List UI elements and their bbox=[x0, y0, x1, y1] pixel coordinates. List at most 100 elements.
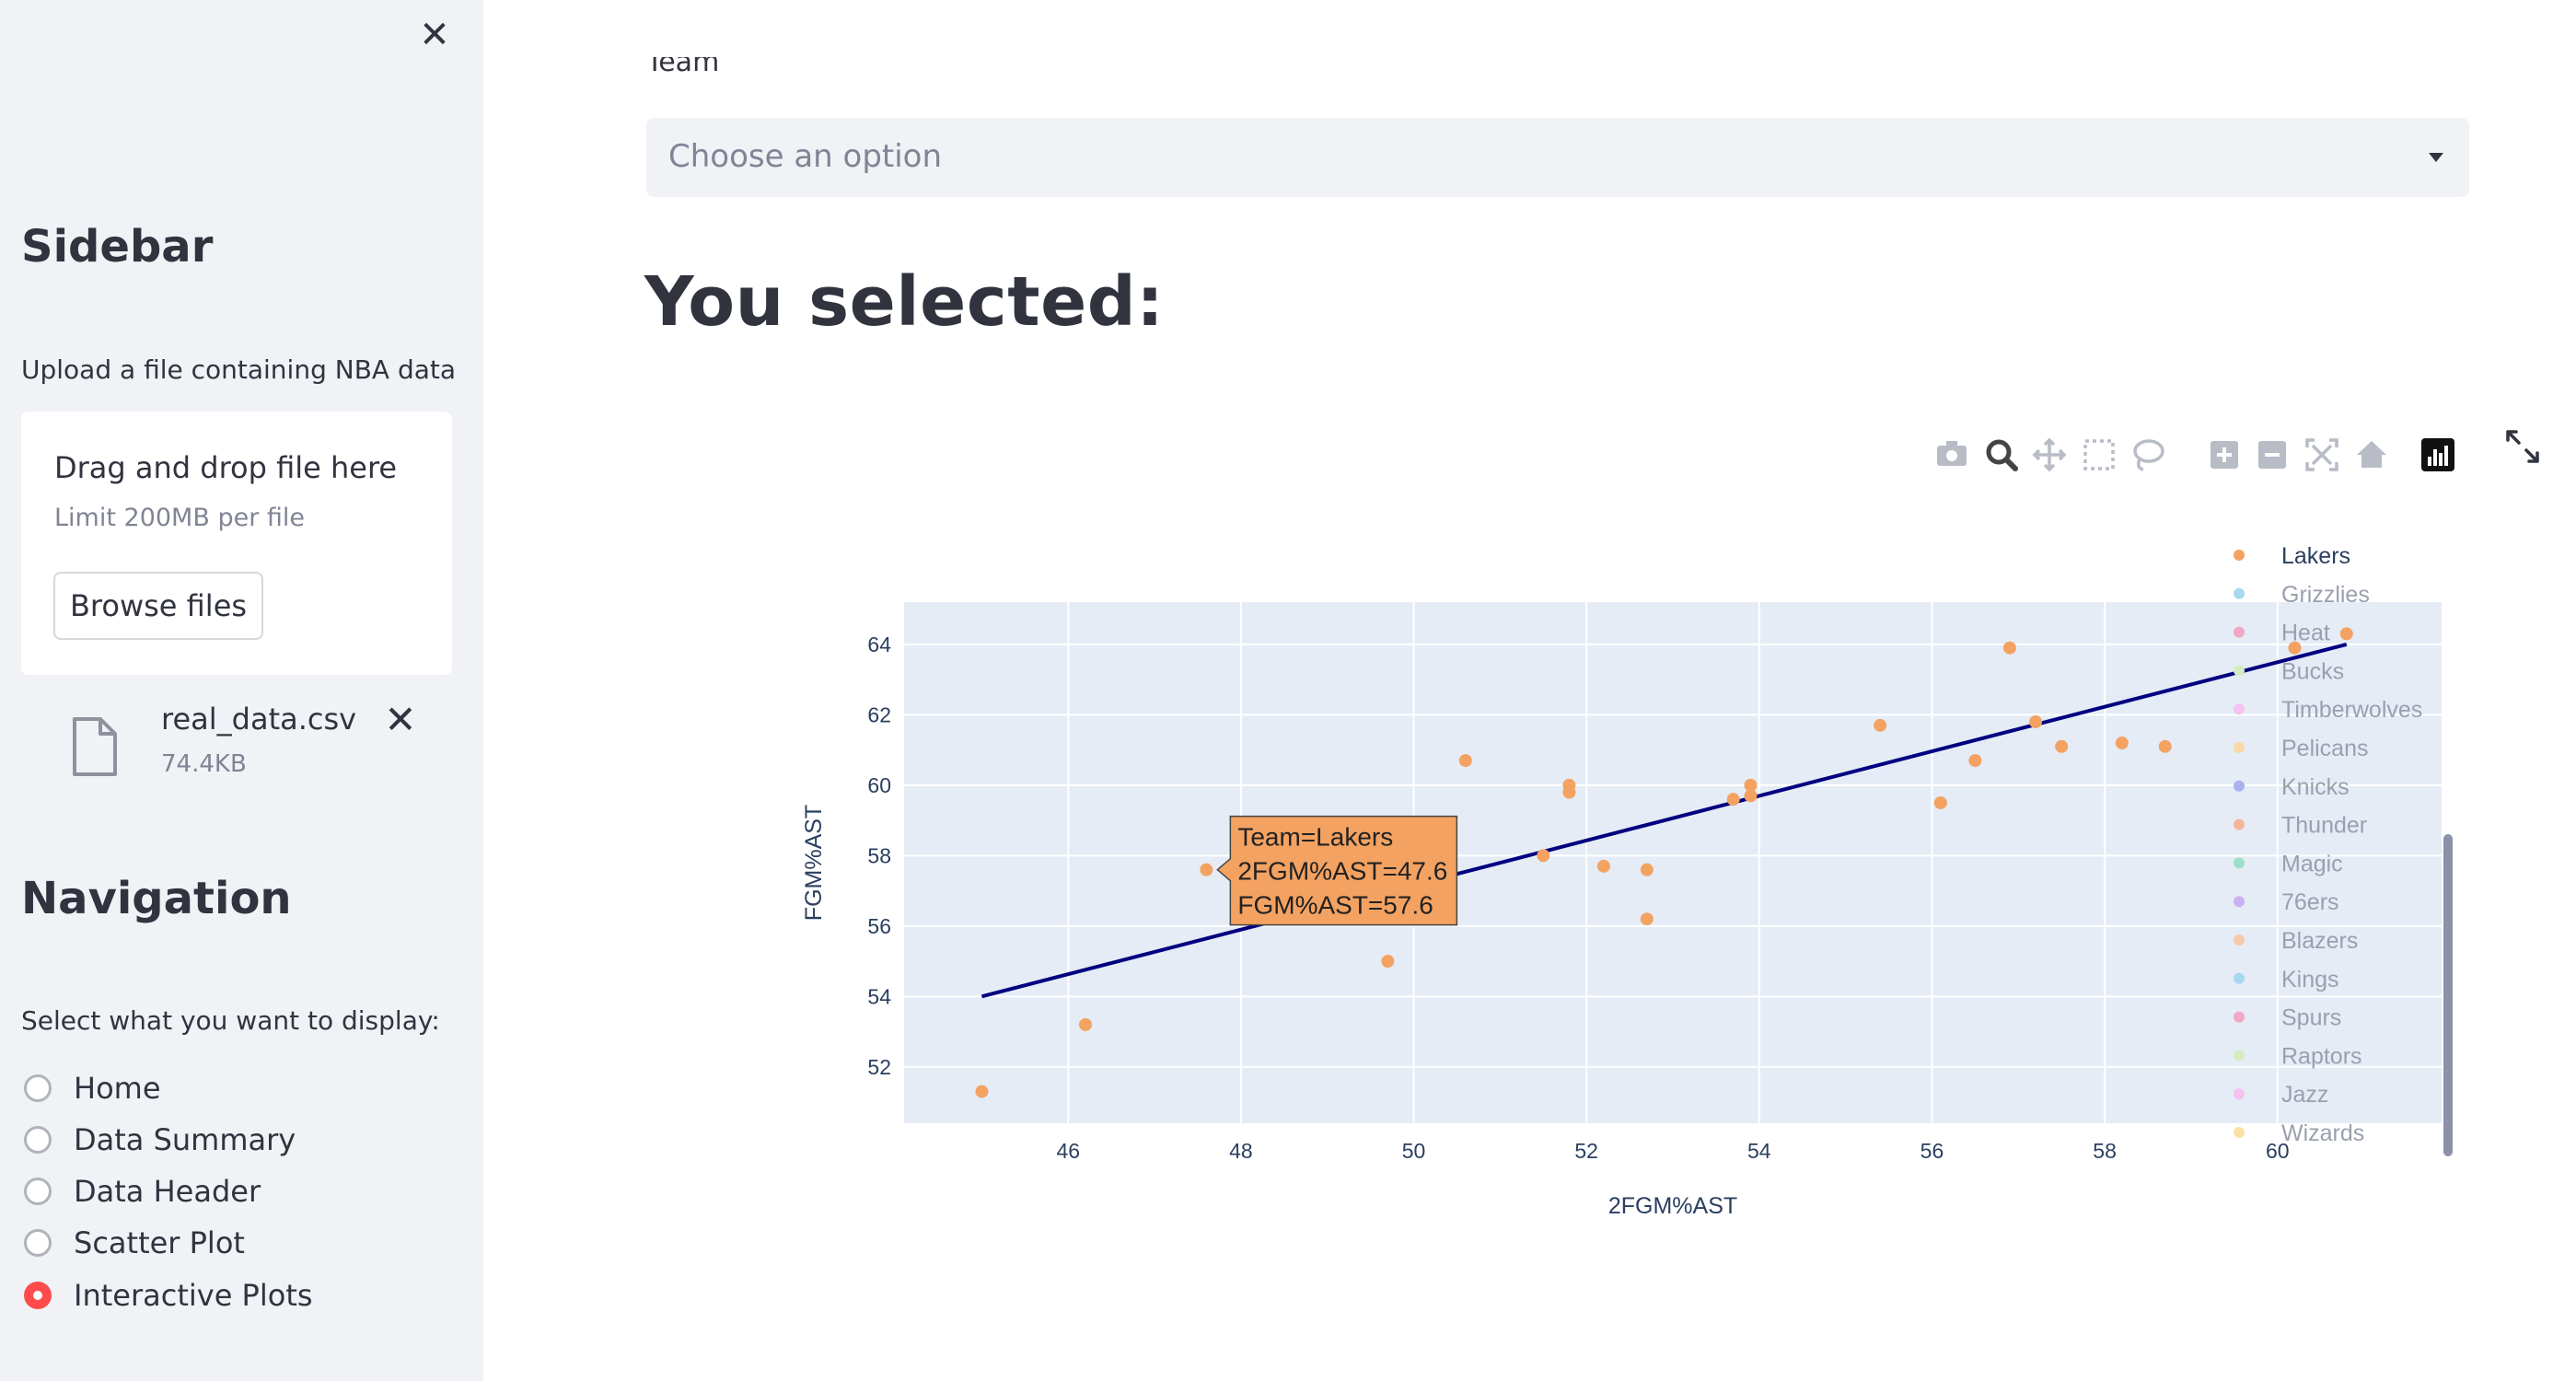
legend-marker bbox=[2234, 550, 2245, 561]
legend-marker bbox=[2234, 1011, 2245, 1023]
autoscale-icon[interactable] bbox=[2305, 438, 2338, 471]
legend-item[interactable]: Bucks bbox=[2281, 658, 2344, 684]
zoom-in-icon[interactable] bbox=[2210, 441, 2238, 469]
data-point[interactable] bbox=[1381, 955, 1395, 969]
legend-item[interactable]: Blazers bbox=[2281, 928, 2358, 954]
modebar bbox=[1937, 437, 2454, 472]
upload-label: Upload a file containing NBA data bbox=[21, 354, 457, 385]
legend-item[interactable]: 76ers bbox=[2281, 889, 2339, 915]
radio-button[interactable] bbox=[24, 1178, 52, 1205]
radio-interactive-plots[interactable]: Interactive Plots bbox=[24, 1273, 313, 1317]
browse-files-button[interactable]: Browse files bbox=[53, 572, 263, 640]
y-tick-label: 64 bbox=[867, 632, 891, 656]
data-point[interactable] bbox=[2002, 641, 2016, 655]
data-point[interactable] bbox=[1968, 754, 1982, 768]
data-point[interactable] bbox=[1537, 849, 1550, 863]
legend: Lakers Grizzlies Heat Bucks Timberwolves Peli… bbox=[2234, 543, 2422, 1146]
radio-label: Interactive Plots bbox=[74, 1278, 313, 1313]
data-point[interactable] bbox=[2339, 627, 2353, 641]
legend-item[interactable]: Jazz bbox=[2281, 1082, 2328, 1108]
legend-item[interactable]: Magic bbox=[2281, 851, 2343, 876]
radio-data-header[interactable]: Data Header bbox=[24, 1169, 261, 1213]
y-tick-labels: 52 54 56 58 60 62 64 bbox=[867, 632, 891, 1079]
gridlines bbox=[904, 602, 2442, 1123]
legend-item[interactable]: Spurs bbox=[2281, 1005, 2341, 1031]
data-point[interactable] bbox=[2288, 641, 2302, 655]
data-point[interactable] bbox=[1640, 863, 1654, 876]
x-tick-label: 60 bbox=[2266, 1139, 2290, 1163]
radio-button[interactable] bbox=[24, 1229, 52, 1257]
legend-item[interactable]: Kings bbox=[2281, 967, 2339, 992]
fullscreen-icon[interactable] bbox=[2502, 426, 2543, 467]
y-tick-label: 52 bbox=[867, 1055, 891, 1079]
legend-item[interactable]: Thunder bbox=[2281, 813, 2367, 839]
legend-item[interactable]: Raptors bbox=[2281, 1043, 2362, 1069]
radio-label: Data Summary bbox=[74, 1122, 296, 1157]
legend-marker bbox=[2234, 1088, 2245, 1100]
data-point[interactable] bbox=[1200, 863, 1213, 876]
legend-scrollbar[interactable] bbox=[2443, 834, 2453, 1156]
file-dropzone[interactable]: Drag and drop file here Limit 200MB per … bbox=[21, 412, 452, 675]
tooltip-line: Team=Lakers bbox=[1237, 823, 1393, 852]
x-tick-label: 48 bbox=[1229, 1139, 1253, 1163]
radio-home[interactable]: Home bbox=[24, 1066, 161, 1110]
legend-marker bbox=[2234, 780, 2245, 792]
team-select[interactable]: Choose an option bbox=[646, 118, 2469, 197]
zoom-out-icon[interactable] bbox=[2258, 441, 2286, 469]
close-sidebar-icon[interactable]: ✕ bbox=[419, 14, 450, 56]
dropzone-instructions: Drag and drop file here bbox=[54, 450, 398, 485]
lasso-select-icon[interactable] bbox=[2133, 439, 2164, 471]
remove-file-icon[interactable]: ✕ bbox=[384, 697, 417, 742]
legend-marker bbox=[2234, 896, 2245, 908]
data-point[interactable] bbox=[1874, 718, 1887, 732]
data-point[interactable] bbox=[2158, 739, 2172, 753]
legend-item[interactable]: Knicks bbox=[2281, 774, 2350, 800]
file-name: real_data.csv bbox=[161, 702, 357, 737]
pan-icon[interactable] bbox=[2032, 437, 2067, 472]
data-point[interactable] bbox=[1079, 1017, 1093, 1031]
select-placeholder: Choose an option bbox=[668, 138, 943, 175]
legend-marker bbox=[2234, 587, 2245, 599]
zoom-icon[interactable] bbox=[1986, 439, 2018, 471]
data-point[interactable] bbox=[1726, 793, 1740, 807]
data-point[interactable] bbox=[1562, 785, 1576, 799]
trendline bbox=[981, 642, 2348, 999]
radio-button[interactable] bbox=[24, 1126, 52, 1154]
data-point[interactable] bbox=[975, 1085, 989, 1098]
plotly-logo-icon[interactable] bbox=[2421, 438, 2454, 471]
data-point[interactable] bbox=[2055, 739, 2069, 753]
radio-data-summary[interactable]: Data Summary bbox=[24, 1118, 296, 1162]
radio-label: Home bbox=[74, 1071, 161, 1106]
data-point[interactable] bbox=[1640, 912, 1654, 926]
legend-item[interactable]: Timberwolves bbox=[2281, 697, 2422, 723]
data-point[interactable] bbox=[1744, 778, 1758, 792]
legend-marker bbox=[2234, 857, 2245, 869]
legend-item[interactable]: Pelicans bbox=[2281, 736, 2369, 761]
scatter-chart[interactable]: 46 48 50 52 54 56 58 60 52 54 56 58 60 62 64 Team=Lak… bbox=[681, 414, 2486, 1271]
dropzone-limit: Limit 200MB per file bbox=[54, 504, 306, 532]
radio-button[interactable] bbox=[24, 1074, 52, 1102]
legend-item[interactable]: Lakers bbox=[2281, 543, 2350, 569]
data-point[interactable] bbox=[1744, 789, 1758, 803]
x-tick-label: 58 bbox=[2093, 1139, 2117, 1163]
uploaded-file: real_data.csv 74.4KB ✕ bbox=[21, 690, 452, 792]
hover-tooltip: Team=Lakers 2FGM%AST=47.6 FGM%AST=57.6 bbox=[1216, 815, 1458, 926]
reset-axes-icon[interactable] bbox=[2357, 441, 2386, 468]
data-points[interactable] bbox=[975, 627, 2353, 1098]
data-point[interactable] bbox=[1933, 795, 1947, 809]
legend-marker bbox=[2234, 972, 2245, 984]
team-select-label: Team bbox=[646, 57, 720, 78]
sidebar-title: Sidebar bbox=[21, 221, 214, 273]
plot-background bbox=[904, 602, 2442, 1123]
data-point[interactable] bbox=[2029, 715, 2043, 729]
data-point[interactable] bbox=[1458, 754, 1472, 768]
data-point[interactable] bbox=[1596, 859, 1610, 873]
camera-icon[interactable] bbox=[1937, 441, 1967, 466]
legend-item[interactable]: Grizzlies bbox=[2281, 582, 2370, 608]
radio-button-selected[interactable] bbox=[24, 1282, 52, 1309]
legend-item[interactable]: Wizards bbox=[2281, 1120, 2364, 1146]
legend-item[interactable]: Heat bbox=[2281, 621, 2330, 646]
box-select-icon[interactable] bbox=[2083, 439, 2115, 470]
data-point[interactable] bbox=[2115, 736, 2129, 749]
radio-scatter-plot[interactable]: Scatter Plot bbox=[24, 1221, 245, 1265]
